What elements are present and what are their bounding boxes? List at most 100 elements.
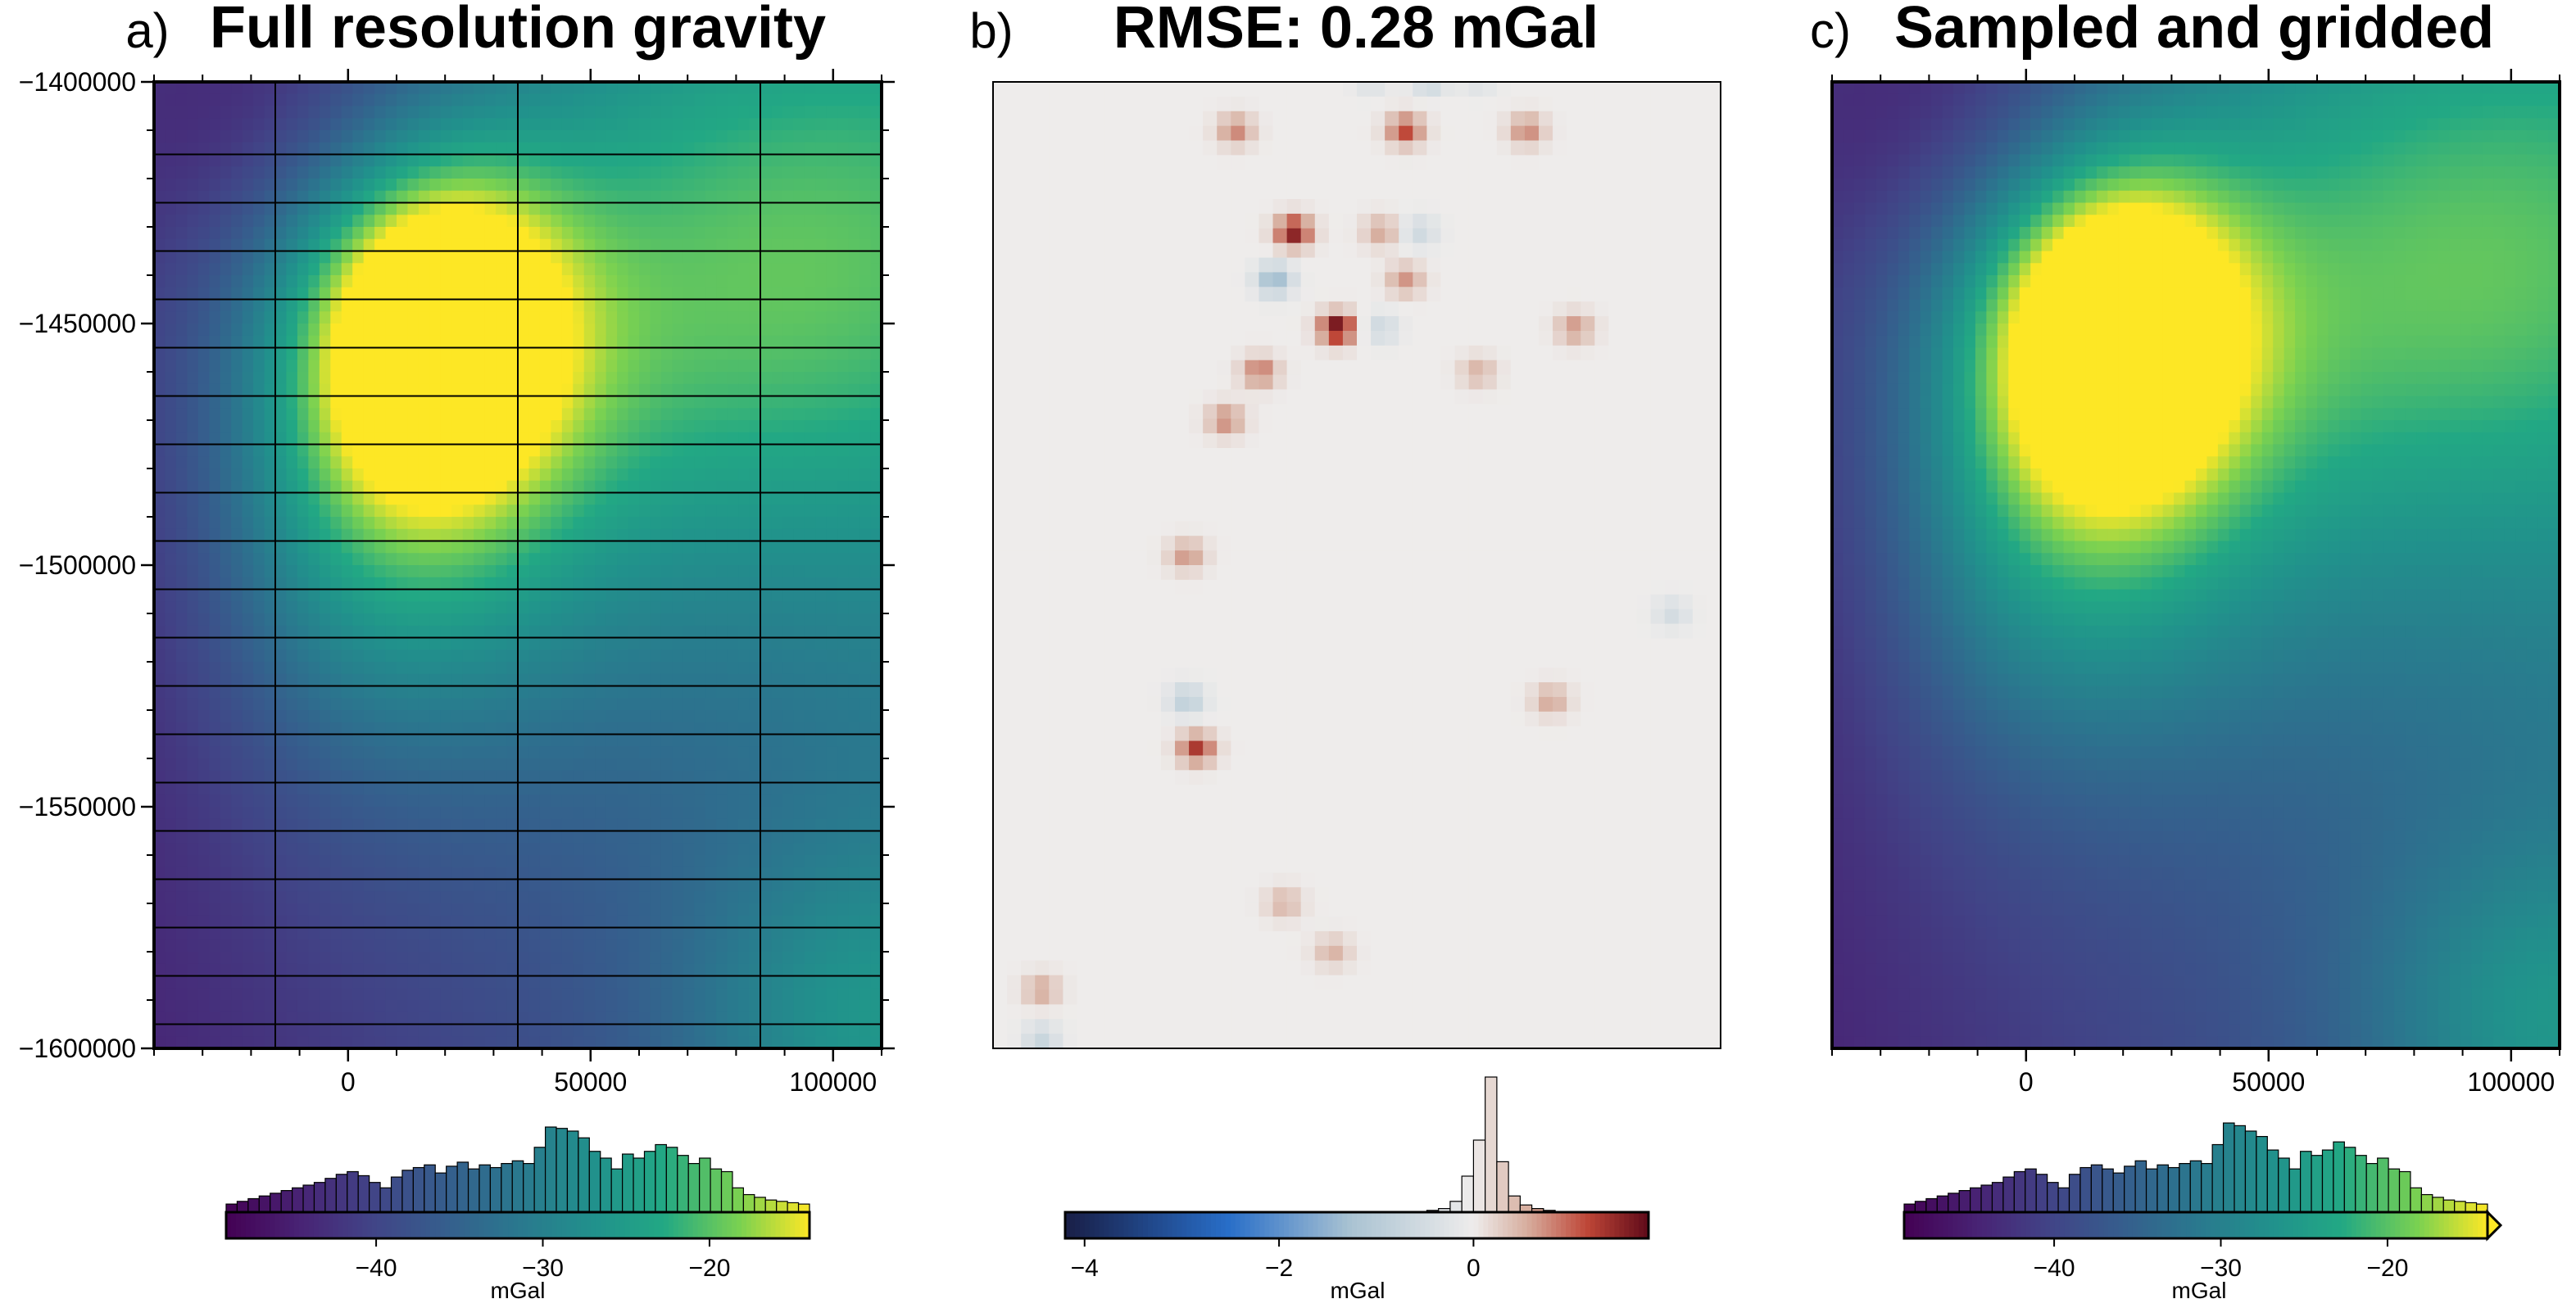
grid-cell	[793, 202, 805, 215]
grid-cell	[771, 577, 783, 591]
grid-cell	[727, 613, 739, 627]
grid-cell	[804, 565, 816, 578]
grid-cell	[837, 528, 850, 542]
grid-cell	[782, 432, 794, 446]
grid-cell	[187, 202, 199, 215]
grid-cell	[650, 565, 662, 578]
grid-cell	[275, 613, 288, 627]
grid-cell	[837, 360, 850, 373]
grid-cell	[319, 480, 331, 494]
grid-cell	[617, 553, 629, 566]
grid-cell	[660, 915, 673, 929]
grid-cell	[197, 758, 210, 772]
grid-cell	[363, 347, 375, 360]
grid-cell	[561, 710, 574, 723]
grid-cell	[440, 142, 452, 156]
grid-cell	[539, 227, 551, 240]
grid-cell	[605, 903, 618, 917]
grid-cell	[474, 855, 486, 868]
grid-cell	[539, 311, 551, 324]
grid-cell	[727, 565, 739, 578]
grid-cell	[628, 299, 640, 312]
grid-cell	[451, 625, 464, 639]
grid-cell	[727, 867, 739, 880]
grid-cell	[771, 444, 783, 457]
grid-cell	[705, 492, 717, 505]
grid-cell	[793, 118, 805, 131]
grid-cell	[605, 517, 618, 530]
grid-cell	[837, 179, 850, 192]
grid-cell	[859, 517, 872, 530]
grid-cell	[859, 263, 872, 276]
grid-cell	[197, 517, 210, 530]
grid-cell	[484, 275, 497, 288]
grid-cell	[286, 637, 298, 650]
grid-cell	[385, 818, 397, 832]
grid-cell	[605, 565, 618, 578]
grid-cell	[539, 698, 551, 711]
grid-cell	[793, 673, 805, 687]
grid-cell	[197, 154, 210, 167]
grid-cell	[595, 722, 607, 735]
grid-cell	[451, 251, 464, 264]
grid-cell	[341, 565, 353, 578]
grid-cell	[628, 818, 640, 832]
grid-cell	[605, 130, 618, 143]
grid-cell	[474, 782, 486, 795]
grid-cell	[220, 662, 232, 675]
grid-cell	[573, 106, 585, 119]
grid-cell	[617, 770, 629, 784]
grid-cell	[815, 879, 828, 892]
grid-cell	[738, 299, 751, 312]
grid-cell	[551, 480, 563, 494]
grid-cell	[793, 662, 805, 675]
grid-cell	[793, 637, 805, 650]
grid-cell	[496, 468, 508, 482]
grid-cell	[605, 287, 618, 301]
grid-cell	[407, 625, 420, 639]
grid-cell	[363, 649, 375, 663]
grid-cell	[175, 903, 188, 917]
grid-cell	[694, 190, 706, 204]
grid-cell	[231, 758, 243, 772]
grid-cell	[462, 698, 474, 711]
grid-cell	[870, 154, 882, 167]
grid-cell	[175, 238, 188, 252]
grid-cell	[837, 324, 850, 337]
grid-cell	[407, 492, 420, 505]
grid-cell	[605, 420, 618, 433]
grid-cell	[341, 118, 353, 131]
grid-cell	[837, 553, 850, 566]
grid-cell	[175, 93, 188, 107]
grid-cell	[197, 770, 210, 784]
grid-cell	[308, 952, 320, 965]
grid-cell	[253, 988, 265, 1001]
grid-cell	[407, 528, 420, 542]
grid-cell	[397, 698, 409, 711]
grid-cell	[738, 517, 751, 530]
grid-cell	[242, 324, 254, 337]
grid-cell	[429, 879, 442, 892]
grid-cell	[496, 360, 508, 373]
grid-cell	[804, 360, 816, 373]
grid-cell	[451, 517, 464, 530]
grid-cell	[782, 528, 794, 542]
grid-cell	[374, 142, 387, 156]
grid-cell	[319, 82, 331, 95]
grid-cell	[694, 347, 706, 360]
grid-cell	[484, 456, 497, 469]
grid-cell	[826, 589, 838, 602]
grid-cell	[397, 855, 409, 868]
grid-cell	[319, 891, 331, 904]
grid-cell	[286, 82, 298, 95]
grid-cell	[506, 311, 519, 324]
grid-cell	[484, 251, 497, 264]
grid-cell	[672, 589, 684, 602]
grid-cell	[231, 215, 243, 228]
grid-cell	[617, 275, 629, 288]
grid-cell	[583, 891, 596, 904]
grid-cell	[771, 625, 783, 639]
grid-cell	[870, 106, 882, 119]
grid-cell	[429, 227, 442, 240]
grid-cell	[319, 662, 331, 675]
